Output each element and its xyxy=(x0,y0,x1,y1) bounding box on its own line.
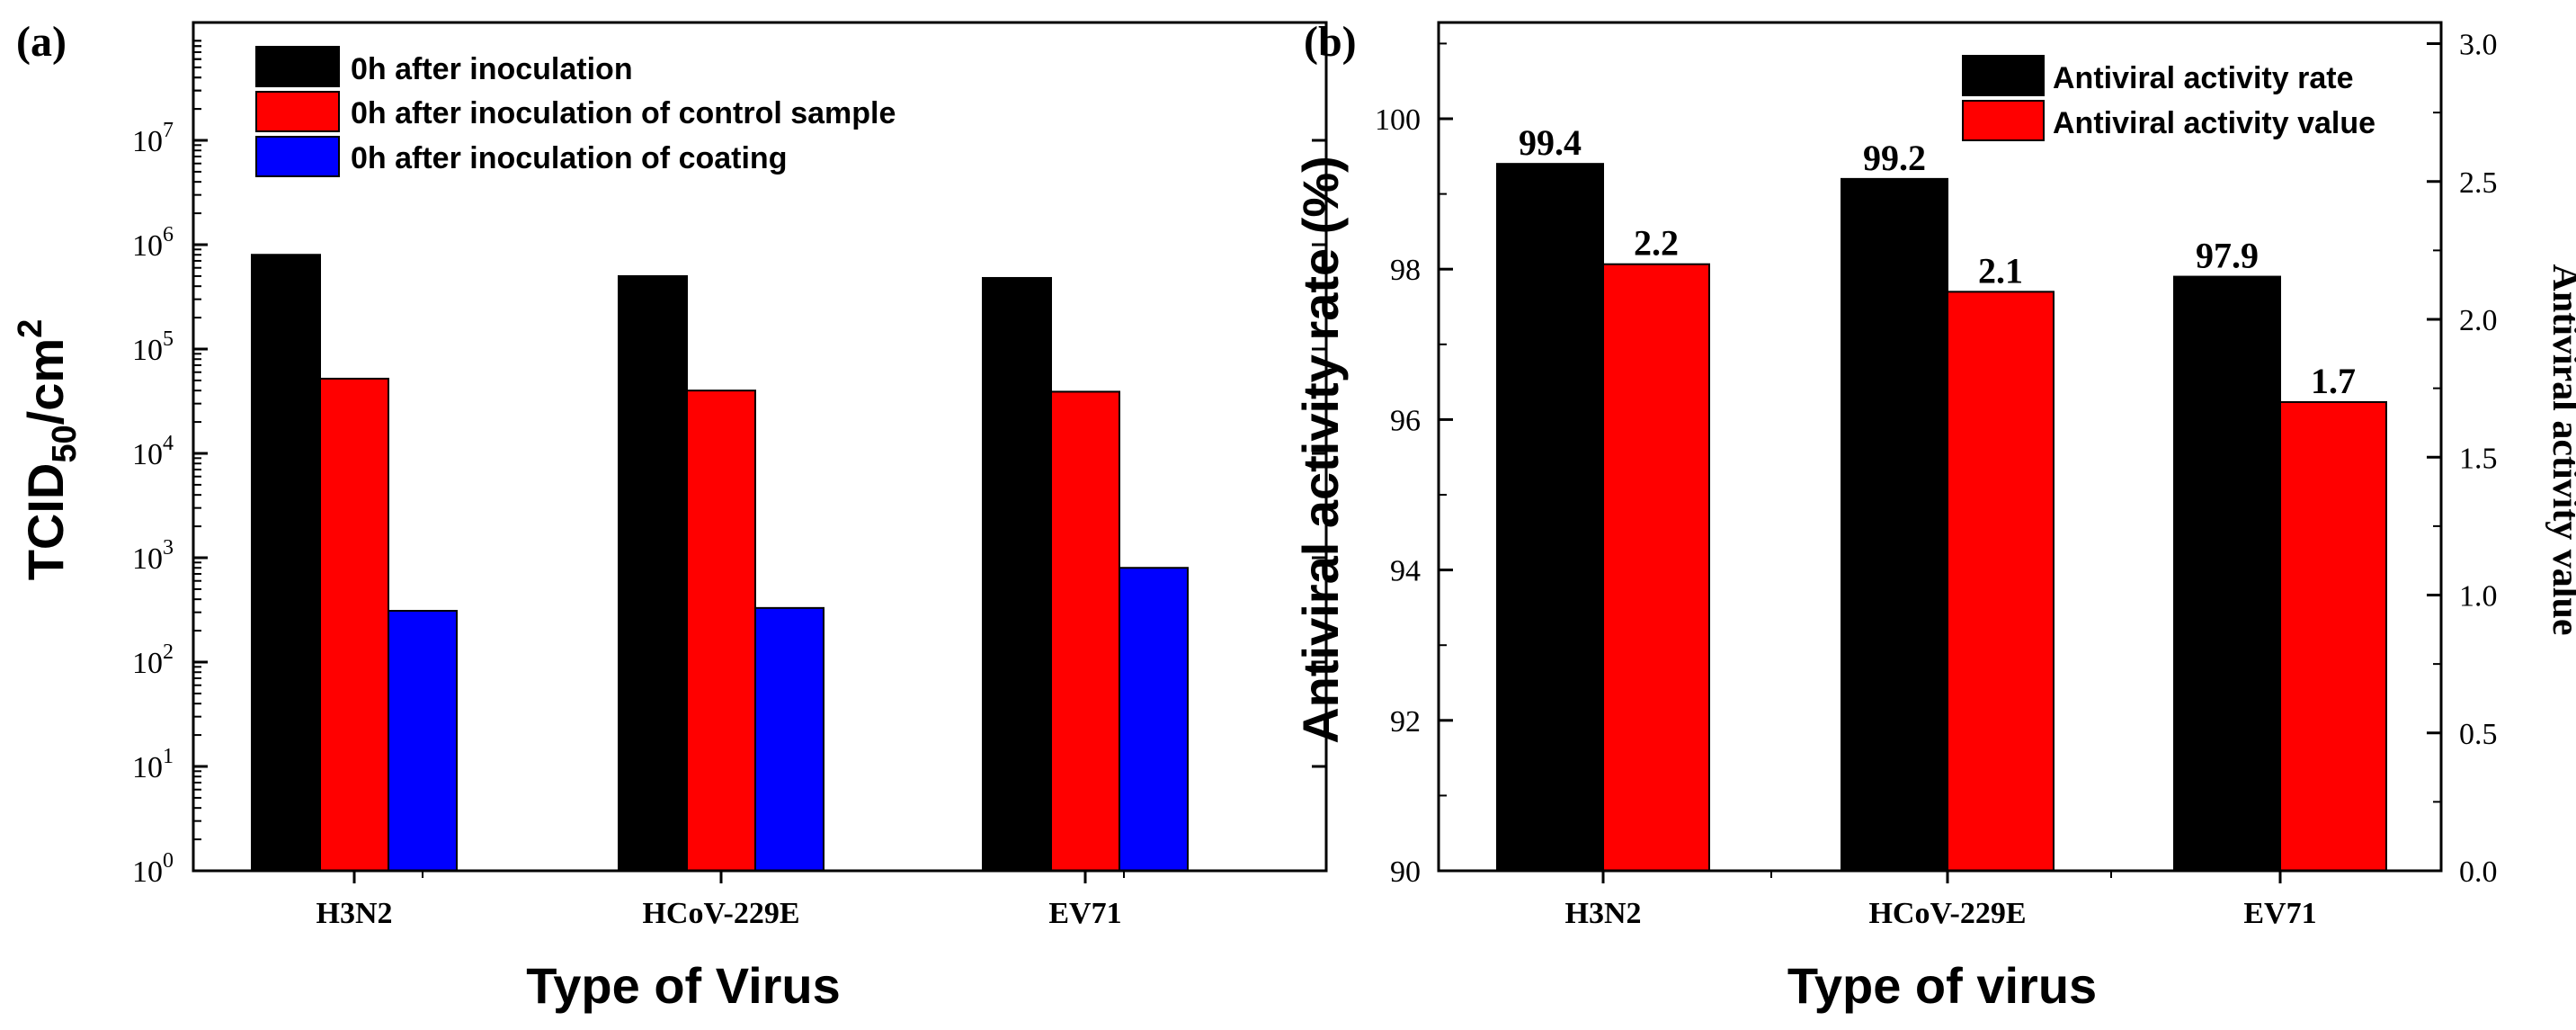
a-xtick-label-0: H3N2 xyxy=(316,897,393,930)
b-data-label-value-2: 1.7 xyxy=(2311,361,2356,401)
legend-label-control: 0h after inoculation of control sample xyxy=(351,96,896,130)
b-ytick-right-label: 0.5 xyxy=(2459,718,2498,751)
panel-a-y-ticks: 100 101 102 103 104 105 106 107 xyxy=(132,40,1326,889)
bar-a-0000ff-1 xyxy=(754,606,824,872)
legend-swatch-value xyxy=(1962,100,2045,141)
panel-b: (b) 99.4 99.297.92.22.11.7 9092949698100 … xyxy=(1292,18,2576,1014)
legend-label-coating: 0h after inoculation of coating xyxy=(351,141,787,175)
panel-b-bars xyxy=(1496,163,2387,873)
bar-b-rate-2 xyxy=(2173,275,2281,872)
panel-a-plot-frame xyxy=(192,21,1328,873)
a-ytick-label: 105 xyxy=(132,327,174,367)
bar-a-000000-2 xyxy=(982,276,1052,872)
bar-a-0000ff-0 xyxy=(388,610,458,872)
legend-label-0h: 0h after inoculation xyxy=(351,52,633,86)
panel-a-label: (a) xyxy=(16,18,67,66)
a-ytick-label: 107 xyxy=(132,119,174,158)
bar-b-rate-1 xyxy=(1841,177,1948,872)
panel-a-x-axis-label: Type of Virus xyxy=(526,957,841,1014)
panel-a-bars xyxy=(251,254,1189,873)
legend-swatch-control xyxy=(255,91,340,132)
b-ytick-right-label: 2.0 xyxy=(2459,304,2498,337)
legend-swatch-coating xyxy=(255,136,340,177)
a-ytick-label: 101 xyxy=(132,745,174,784)
panel-a: (a) 100 101 102 103 104 105 106 107 H3N2 HCoV-22… xyxy=(12,18,1328,1014)
b-ytick-right-label: 3.0 xyxy=(2459,29,2498,62)
panel-a-x-ticks: H3N2 HCoV-229E EV71 xyxy=(316,871,1125,930)
panel-b-x-axis-label: Type of virus xyxy=(1787,957,2097,1014)
panel-a-legend: 0h after inoculation 0h after inoculatio… xyxy=(255,46,896,177)
b-ytick-right-label: 1.0 xyxy=(2459,580,2498,614)
bar-b-value-1 xyxy=(1947,291,2055,873)
a-ytick-label: 104 xyxy=(132,432,174,471)
a-ytick-label: 100 xyxy=(132,849,174,889)
a-ytick-label: 106 xyxy=(132,223,174,263)
b-xtick-label-2: EV71 xyxy=(2243,897,2316,930)
legend-label-rate: Antiviral activity rate xyxy=(2053,61,2353,95)
b-data-label-rate-0: 99.4 xyxy=(1519,122,1582,163)
bar-b-value-2 xyxy=(2279,400,2387,872)
a-xtick-label-1: HCoV-229E xyxy=(642,897,799,930)
bar-b-value-0 xyxy=(1602,263,1710,872)
bar-a-ff0000-0 xyxy=(319,377,389,872)
legend-swatch-rate xyxy=(1962,55,2045,96)
b-ytick-left-label: 100 xyxy=(1375,103,1421,137)
b-ytick-right-label: 2.5 xyxy=(2459,166,2498,200)
panel-b-label: (b) xyxy=(1304,18,1357,66)
bar-a-000000-1 xyxy=(618,274,688,872)
a-xtick-label-2: EV71 xyxy=(1048,897,1121,930)
a-ytick-label: 102 xyxy=(132,640,174,680)
panel-b-legend: Antiviral activity rate Antiviral activi… xyxy=(1962,55,2375,141)
panel-a-y-axis-label: TCID50/cm2 xyxy=(12,319,84,581)
b-xtick-label-0: H3N2 xyxy=(1565,897,1642,930)
panel-b-x-ticks: H3N2 HCoV-229E EV71 xyxy=(1565,871,2317,930)
b-ytick-left-label: 96 xyxy=(1390,404,1421,437)
b-data-label-rate-2: 97.9 xyxy=(2196,236,2259,276)
panel-b-right-y-axis-label: Antiviral activity value xyxy=(2545,264,2576,636)
b-ytick-right-label: 0.0 xyxy=(2459,855,2498,889)
bar-b-rate-0 xyxy=(1496,163,1604,873)
panel-b-right-y-ticks: 0.0 0.5 1.0 1.5 2.0 2.5 3.0 xyxy=(2427,29,2498,889)
b-data-label-value-0: 2.2 xyxy=(1634,223,1679,264)
b-data-label-value-1: 2.1 xyxy=(1978,250,2023,291)
legend-swatch-0h xyxy=(255,46,340,87)
panel-b-left-y-ticks: 90 92 94 96 98 100 xyxy=(1375,42,1453,889)
b-ytick-left-label: 98 xyxy=(1390,254,1421,287)
bar-a-0000ff-2 xyxy=(1119,567,1189,873)
b-ytick-left-label: 90 xyxy=(1390,855,1421,889)
b-xtick-label-1: HCoV-229E xyxy=(1868,897,2026,930)
bar-a-ff0000-1 xyxy=(686,390,756,873)
panel-b-left-y-axis-label: Antiviral activity rate (%) xyxy=(1292,156,1349,744)
b-ytick-left-label: 92 xyxy=(1390,705,1421,739)
b-ytick-right-label: 1.5 xyxy=(2459,442,2498,475)
bar-a-ff0000-2 xyxy=(1050,390,1120,872)
a-ytick-label: 103 xyxy=(132,536,174,576)
panel-b-plot-frame xyxy=(1437,21,2443,873)
panel-b-bar-labels: 99.4 99.2 97.9 2.2 2.1 1.7 xyxy=(1519,122,2356,401)
legend-label-value: Antiviral activity value xyxy=(2053,106,2375,140)
b-data-label-rate-1: 99.2 xyxy=(1863,138,1926,178)
b-ytick-left-label: 94 xyxy=(1390,555,1421,588)
bar-a-000000-0 xyxy=(251,254,321,872)
